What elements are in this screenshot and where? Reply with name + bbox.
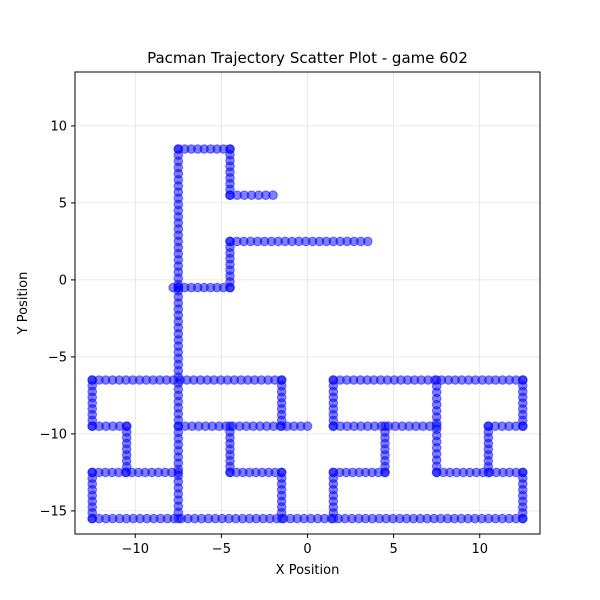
x-tick-label: 5: [389, 542, 397, 557]
grid-lines: [75, 72, 540, 534]
data-point: [517, 513, 528, 524]
data-point: [173, 282, 184, 293]
x-tick-label: −5: [212, 542, 231, 557]
y-tick-label: 0: [59, 273, 67, 288]
x-tick-label: 0: [303, 542, 311, 557]
chart-title: Pacman Trajectory Scatter Plot - game 60…: [147, 49, 468, 67]
x-tick-label: −10: [122, 542, 149, 557]
y-tick-label: −15: [40, 504, 67, 519]
y-tick-label: −5: [48, 350, 67, 365]
data-point: [517, 421, 528, 432]
data-point: [362, 236, 373, 247]
data-point: [276, 513, 287, 524]
y-tick-label: −10: [40, 427, 67, 442]
x-tick-label: 10: [471, 542, 488, 557]
data-points: [87, 144, 528, 524]
data-point: [380, 467, 390, 478]
data-point: [483, 467, 494, 478]
data-point: [173, 467, 184, 478]
data-point: [328, 513, 339, 524]
y-axis-label: Y Position: [16, 272, 31, 336]
y-tick-label: 5: [59, 196, 67, 211]
y-tick-label: 10: [50, 119, 67, 134]
data-point: [276, 421, 287, 432]
x-axis-label: X Position: [276, 563, 340, 578]
data-point: [302, 421, 313, 432]
axis-ticks: −10 −5 0 5 10 −15 −10 −5 0 5 10: [40, 119, 488, 557]
